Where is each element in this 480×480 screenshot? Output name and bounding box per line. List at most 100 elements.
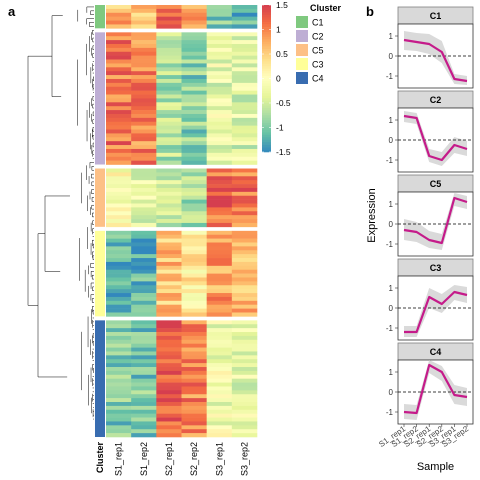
colorbar-segment xyxy=(262,120,271,123)
heatmap-cell xyxy=(181,293,207,298)
heatmap-cell xyxy=(106,347,132,352)
heatmap-cell xyxy=(106,343,132,348)
heatmap-cell xyxy=(231,145,258,150)
heatmap-cell xyxy=(206,63,233,68)
heatmap-cell xyxy=(206,405,233,411)
heatmap-cell xyxy=(156,386,182,391)
heatmap-cell xyxy=(181,273,207,278)
heatmap-cell xyxy=(181,16,207,21)
heatmap-cell xyxy=(231,63,258,68)
heatmap-cell xyxy=(231,125,258,130)
heatmap-cell xyxy=(181,351,207,356)
legend-label-c2: C2 xyxy=(312,32,324,42)
heatmap-cell xyxy=(181,78,207,84)
heatmap-cell xyxy=(181,382,207,387)
heatmap-cell xyxy=(231,8,258,14)
colorbar-segment xyxy=(262,31,271,35)
heatmap-cell xyxy=(106,402,132,407)
heatmap-cell xyxy=(131,285,157,290)
heatmap-cell xyxy=(206,121,233,126)
heatmap-cell xyxy=(231,351,258,356)
heatmap-cell xyxy=(131,12,157,17)
heatmap-cell xyxy=(231,219,258,224)
heatmap-cell xyxy=(181,43,207,49)
heatmap-cell xyxy=(106,172,132,177)
colorbar-segment xyxy=(262,103,271,106)
heatmap-cell xyxy=(156,374,182,379)
colorbar-segment xyxy=(262,7,271,11)
heatmap-cell xyxy=(181,71,207,76)
y-tick-label: 1 xyxy=(389,116,394,125)
heatmap-cell xyxy=(156,82,182,88)
heatmap-cell xyxy=(156,137,182,142)
heatmap-cell xyxy=(181,277,207,282)
heatmap-cell xyxy=(206,246,233,251)
heatmap-cell xyxy=(231,367,258,372)
colorbar-segment xyxy=(262,93,271,96)
heatmap-cell xyxy=(156,145,182,150)
heatmap-cell xyxy=(131,390,157,395)
heatmap-cell xyxy=(156,40,182,45)
heatmap-cell xyxy=(206,98,233,103)
heatmap-cell xyxy=(131,195,157,200)
heatmap-cell xyxy=(156,110,182,115)
line-panel-c5: C5 1 0 -1 xyxy=(386,174,474,257)
heatmap-cell xyxy=(206,219,233,224)
heatmap-cell xyxy=(181,51,207,56)
heatmap-cell xyxy=(206,47,233,53)
heatmap-cell xyxy=(231,261,258,267)
heatmap-cell xyxy=(131,293,157,298)
heatmap-cell xyxy=(181,347,207,352)
heatmap-cell xyxy=(131,129,157,134)
y-tick-label: -1 xyxy=(386,72,394,81)
heatmap-cell xyxy=(106,67,132,72)
heatmap-cell xyxy=(206,332,233,337)
heatmap-cell xyxy=(181,425,207,430)
heatmap-cell xyxy=(131,207,157,212)
colorbar-segment xyxy=(262,125,271,128)
y-tick-label: -1 xyxy=(386,156,394,165)
heatmap-cell xyxy=(156,133,182,138)
heatmap-cell xyxy=(106,141,132,146)
heatmap-cell xyxy=(106,386,132,391)
heatmap-cell xyxy=(156,265,182,271)
heatmap-cell xyxy=(131,16,157,21)
cluster-bar-c2 xyxy=(95,32,105,165)
colorbar-segment xyxy=(262,5,271,8)
heatmap-cell xyxy=(181,184,207,189)
heatmap-cell xyxy=(106,24,132,29)
heatmap-cell xyxy=(231,277,258,282)
heatmap-cell xyxy=(156,141,182,146)
heatmap-cell xyxy=(156,285,182,290)
heatmap-cell xyxy=(181,343,207,348)
heatmap-cell xyxy=(206,281,233,286)
heatmap-cell xyxy=(206,367,233,372)
heatmap-cell xyxy=(231,51,258,56)
heatmap-cell xyxy=(106,129,132,134)
colorbar-tick-label: -1 xyxy=(276,123,284,133)
heatmap-cell xyxy=(206,24,233,29)
heatmap-cell xyxy=(181,250,207,255)
heatmap-cell xyxy=(206,148,233,154)
heatmap-cell xyxy=(156,195,182,200)
heatmap-cell xyxy=(106,16,132,21)
heatmap-cell xyxy=(106,203,132,208)
heatmap-cell xyxy=(131,63,157,68)
heatmap-cell xyxy=(231,199,258,204)
heatmap-cell xyxy=(131,363,157,368)
heatmap-cell xyxy=(181,121,207,126)
heatmap-cell xyxy=(231,370,258,376)
heatmap-cell xyxy=(231,195,258,200)
heatmap-cell xyxy=(231,429,258,434)
heatmap-cell xyxy=(206,363,233,368)
heatmap-cell xyxy=(131,137,157,142)
heatmap-cell xyxy=(181,117,207,123)
heatmap-cell xyxy=(231,67,258,72)
heatmap-cell xyxy=(231,230,258,236)
heatmap-cell xyxy=(131,328,157,333)
colorbar-segment xyxy=(262,49,271,52)
heatmap-cell xyxy=(156,355,182,360)
heatmap-cell xyxy=(231,402,258,407)
heatmap-cell xyxy=(156,211,182,216)
heatmap-cell xyxy=(181,269,207,274)
